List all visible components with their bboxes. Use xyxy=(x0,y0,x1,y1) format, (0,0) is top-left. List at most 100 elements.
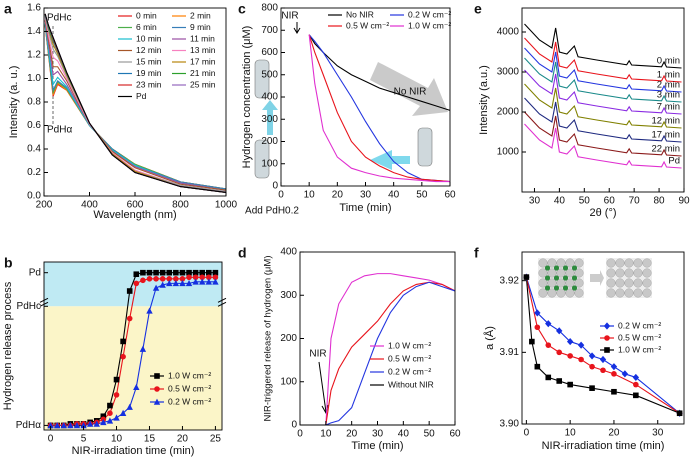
legend-marker xyxy=(604,347,610,353)
y-tick-label: 1000 xyxy=(497,147,520,158)
series-line xyxy=(44,23,227,191)
x-tick-label: 20 xyxy=(608,428,620,439)
marker xyxy=(153,269,159,276)
marker xyxy=(133,271,140,278)
marker xyxy=(166,276,173,282)
marker xyxy=(152,284,160,291)
inset-atom xyxy=(556,278,566,288)
inset-atom xyxy=(642,288,652,298)
series-line xyxy=(300,273,456,426)
legend-label: 11 min xyxy=(190,33,215,43)
series-line xyxy=(524,123,682,169)
y-tick-label: 1.0 xyxy=(27,73,41,84)
marker xyxy=(206,269,212,276)
marker xyxy=(633,381,639,388)
marker xyxy=(86,420,94,427)
inset-atom xyxy=(556,268,566,278)
legend-label: 1.0 W cm⁻² xyxy=(168,370,211,380)
x-axis-label: Time (min) xyxy=(351,440,403,452)
inset-atom xyxy=(615,278,625,288)
inset-atom xyxy=(633,258,643,268)
marker xyxy=(534,363,541,370)
series-line xyxy=(525,277,680,414)
marker xyxy=(133,383,140,391)
x-tick-label: 15 xyxy=(144,434,156,445)
y-tick-label: 100 xyxy=(280,376,297,387)
x-tick-label: 0 xyxy=(48,434,54,445)
inset-atom xyxy=(565,278,575,288)
y-tick-label: 300 xyxy=(261,114,278,125)
series-line xyxy=(44,20,227,191)
decor-electrode xyxy=(254,139,270,179)
inset-atom xyxy=(556,288,566,298)
inset-atom xyxy=(642,278,652,288)
plot-series xyxy=(44,13,227,194)
y-tick-label: 0.0 xyxy=(27,191,41,202)
annotation: PdHα xyxy=(47,125,72,136)
marker xyxy=(159,276,166,282)
y-tick-label: 0.8 xyxy=(27,97,41,108)
marker xyxy=(67,422,74,429)
marker xyxy=(567,381,573,388)
marker xyxy=(534,309,541,317)
legend-label: 1.0 W cm⁻² xyxy=(388,340,431,350)
y-tick-label: Pd xyxy=(29,267,41,278)
x-tick-label: 60 xyxy=(444,190,456,201)
x-axis-label: Wavelength (nm) xyxy=(93,209,176,221)
marker xyxy=(120,353,126,360)
x-tick-label: 60 xyxy=(449,429,461,440)
series-line xyxy=(44,17,227,192)
inset-h-atom xyxy=(553,285,560,291)
legend-marker xyxy=(154,373,160,379)
y-axis-label: Intensity (a.u.) xyxy=(478,65,490,135)
legend-marker xyxy=(153,398,161,405)
series-label: 3 min xyxy=(657,90,680,101)
y-tick-label: 1.4 xyxy=(27,26,41,37)
marker xyxy=(610,363,618,371)
panel-label: c xyxy=(238,1,246,17)
x-tick-label: 20 xyxy=(177,434,189,445)
plot-series xyxy=(524,23,682,169)
inset-h-atom xyxy=(553,265,560,271)
inset-atom xyxy=(538,258,548,268)
y-tick-label: 200 xyxy=(280,333,297,344)
y-tick-label: 0 xyxy=(291,420,297,431)
y-axis-label: a (Å) xyxy=(483,326,496,350)
inset-atom xyxy=(574,268,584,278)
series-line xyxy=(524,97,682,143)
series-label: 1 min xyxy=(657,70,680,81)
series-line xyxy=(524,83,682,129)
y-tick-label: 200 xyxy=(261,136,278,147)
y-axis-label: Hydrogen release process xyxy=(2,281,14,410)
panel-label: a xyxy=(4,1,12,17)
marker xyxy=(186,274,192,281)
marker xyxy=(199,269,206,276)
x-tick-label: 10 xyxy=(320,429,332,440)
inset-h-atom xyxy=(571,275,578,281)
marker xyxy=(153,276,159,282)
marker xyxy=(545,320,552,328)
legend-label: 0.2 W cm⁻² xyxy=(168,396,211,406)
marker xyxy=(166,279,173,287)
inset-h-atom xyxy=(544,285,551,291)
marker xyxy=(600,367,606,374)
x-tick-label: 10 xyxy=(565,428,577,439)
annotation: NIR xyxy=(281,11,298,22)
inset-h-atom xyxy=(553,275,560,281)
x-tick-label: 0 xyxy=(524,428,530,439)
legend-label: 23 min xyxy=(136,79,162,89)
series-line xyxy=(300,281,456,426)
inset-atom xyxy=(633,268,643,278)
marker xyxy=(206,274,212,281)
series-line xyxy=(308,34,450,183)
inset-atom xyxy=(538,288,548,298)
marker xyxy=(199,278,206,285)
marker xyxy=(199,274,206,281)
x-tick-label: 600 xyxy=(127,200,144,211)
marker xyxy=(100,418,107,426)
x-tick-label: 40 xyxy=(554,196,566,207)
panel-label: e xyxy=(474,1,482,17)
series-label: 22 min xyxy=(651,144,680,155)
legend-label: 6 min xyxy=(136,22,157,32)
marker xyxy=(192,274,199,281)
